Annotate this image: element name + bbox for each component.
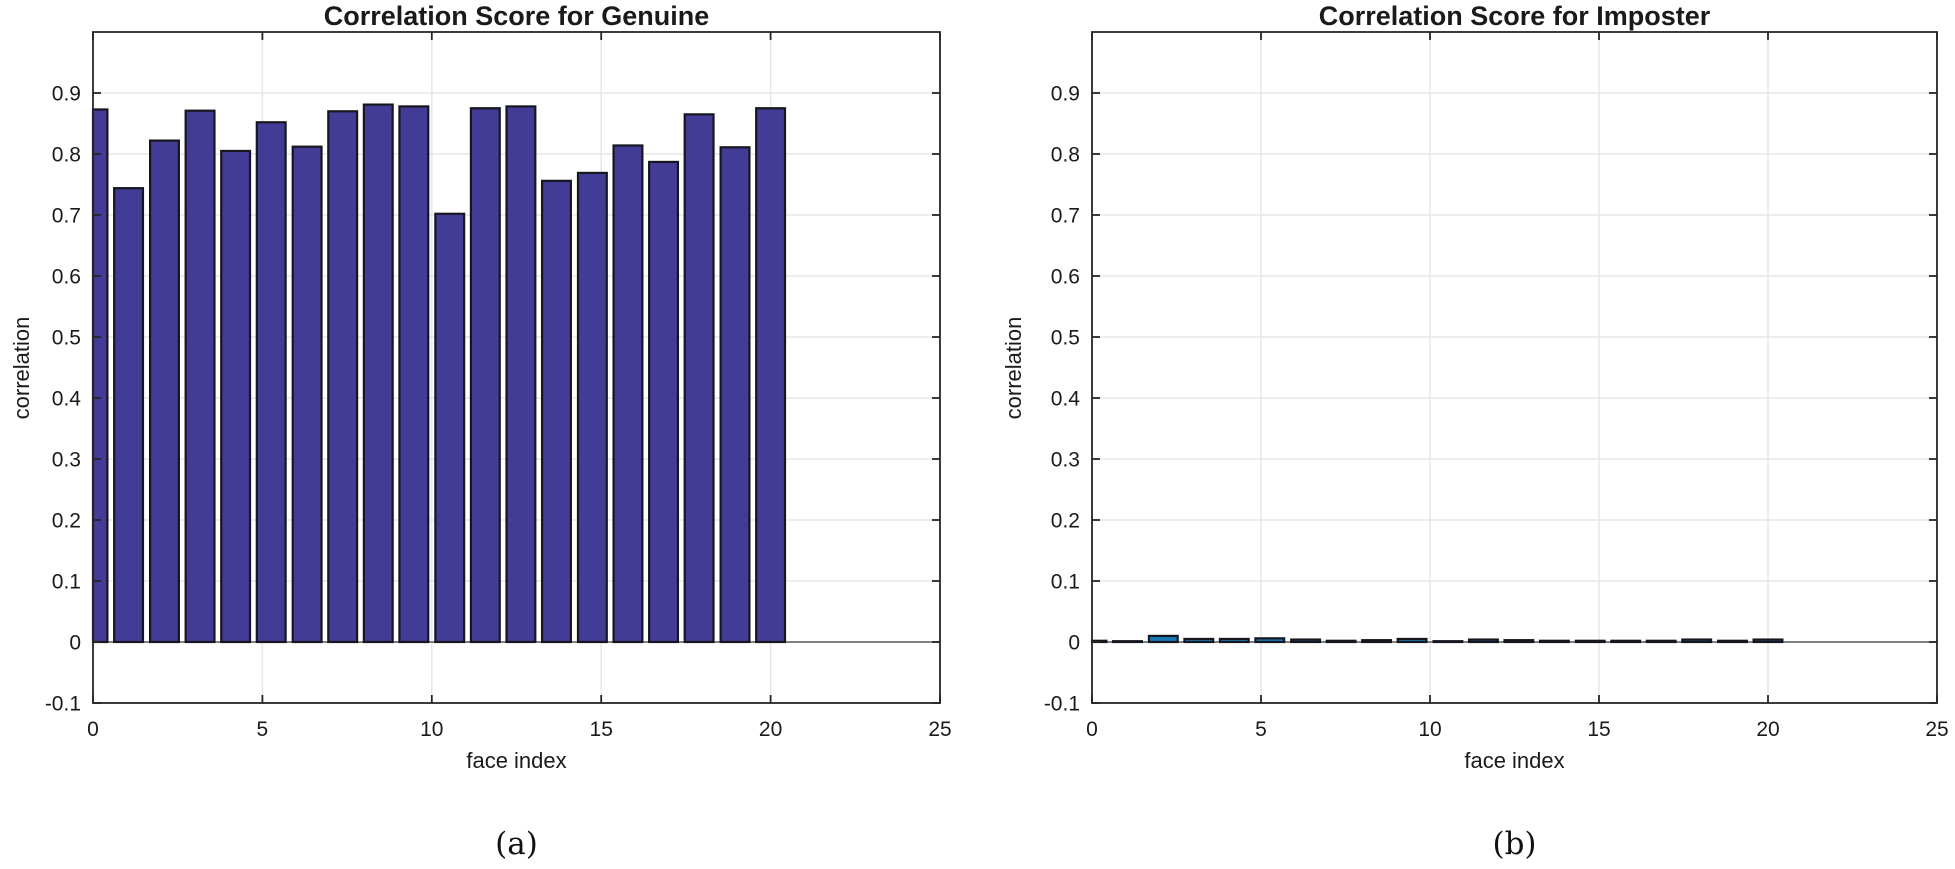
bar-face-15 (576, 171, 608, 644)
y-tick-label: 0.3 (1051, 449, 1080, 472)
bar-face-6 (255, 121, 287, 644)
y-tick-label: 0.1 (1051, 571, 1080, 594)
axes-box (1091, 31, 1938, 704)
bar-face-10 (398, 105, 430, 644)
chart-b-plot: 0 5 10 15 20 25 -0.1 0 0.1 0.2 0.3 0.4 0.5 0.6 0.7 0.8 0… (1044, 31, 1949, 742)
x-tick-label: 15 (590, 718, 613, 741)
bar-face-6 (1254, 637, 1286, 644)
y-tick-label: -0.1 (45, 693, 81, 716)
bar-face-8 (1325, 639, 1357, 644)
chart-a-ylabel: correlation (9, 316, 34, 420)
chart-b-ylabel: correlation (1001, 316, 1026, 420)
y-tick-label: 0.8 (1051, 144, 1080, 167)
y-tick-label: 0.1 (52, 571, 81, 594)
bar-face-4 (1183, 637, 1215, 644)
bar-face-11 (434, 212, 466, 644)
gridlines (1092, 32, 1937, 703)
y-tick-label: 0.9 (1051, 83, 1080, 106)
bar-face-18 (1681, 638, 1713, 644)
chart-a-title: Correlation Score for Genuine (323, 1, 710, 31)
bar-face-5 (1218, 637, 1250, 644)
bar-face-17 (648, 160, 680, 644)
y-tick-label: 0.2 (1051, 510, 1080, 533)
y-tick-label: 0.4 (52, 388, 82, 411)
bar-face-7 (291, 145, 323, 644)
bar-face-17 (1645, 639, 1677, 644)
x-tick-label: 0 (1086, 718, 1098, 741)
x-tick-label: 5 (1255, 718, 1267, 741)
bar-face-16 (1610, 639, 1642, 644)
chart-a-plot: 0 5 10 15 20 25 -0.1 0 0.1 0.2 0.3 0.4 0.5 0.6 0.7 0.8 0… (45, 31, 952, 742)
bar-face-4 (184, 109, 216, 644)
bar-face-3 (148, 139, 180, 644)
y-tick-label: 0 (69, 632, 81, 655)
axes-box (92, 31, 941, 704)
x-tick-label: 10 (420, 718, 443, 741)
tick-labels: 0 5 10 15 20 25 -0.1 0 0.1 0.2 0.3 0.4 0.5 0.6 0.7 0.8 0… (45, 83, 952, 742)
bar-face-2 (1112, 640, 1143, 644)
bar-face-11 (1432, 640, 1464, 644)
y-tick-label: 0.6 (1051, 266, 1080, 289)
subfigure-a-caption: (a) (495, 826, 538, 862)
bar-face-10 (1396, 637, 1428, 644)
bar-face-3 (1147, 634, 1179, 644)
bar-face-13 (505, 105, 537, 644)
y-tick-label: 0.9 (52, 83, 81, 106)
bar-face-8 (327, 110, 359, 644)
bar-face-19 (1717, 639, 1748, 644)
tick-labels: 0 5 10 15 20 25 -0.1 0 0.1 0.2 0.3 0.4 0.5 0.6 0.7 0.8 0… (1044, 83, 1949, 742)
y-tick-label: 0.8 (52, 144, 81, 167)
chart-b-title: Correlation Score for Imposter (1318, 1, 1711, 31)
subfigure-b-caption: (b) (1492, 826, 1537, 862)
bar-face-1 (91, 108, 109, 644)
x-tick-label: 25 (928, 718, 951, 741)
bar-face-12 (1467, 638, 1499, 644)
bar-face-18 (683, 113, 715, 644)
bar-face-7 (1290, 638, 1322, 644)
y-tick-label: -0.1 (1044, 693, 1080, 716)
y-tick-label: 0.4 (1051, 388, 1081, 411)
bar-face-14 (540, 179, 572, 644)
x-tick-label: 0 (87, 718, 99, 741)
y-tick-label: 0.7 (52, 205, 81, 228)
y-tick-label: 0.3 (52, 449, 81, 472)
bar-face-16 (612, 144, 644, 644)
tick-marks (92, 32, 941, 704)
bar-face-19 (719, 146, 751, 644)
y-tick-label: 0 (1068, 632, 1080, 655)
bar-face-15 (1574, 639, 1606, 644)
y-tick-label: 0.5 (52, 327, 81, 350)
y-tick-label: 0.5 (1051, 327, 1080, 350)
bar-face-12 (469, 107, 501, 644)
bar-face-20 (1752, 638, 1784, 644)
bar-face-9 (1361, 639, 1393, 644)
chart-b-xlabel: face index (1464, 748, 1565, 773)
y-tick-label: 0.6 (52, 266, 81, 289)
bar-face-9 (362, 103, 394, 644)
bar-face-13 (1503, 639, 1535, 644)
x-tick-label: 20 (1756, 718, 1779, 741)
bar-face-5 (220, 149, 252, 644)
chart-a-xlabel: face index (466, 748, 567, 773)
x-tick-label: 5 (257, 718, 269, 741)
x-tick-label: 20 (759, 718, 782, 741)
bar-face-14 (1538, 639, 1570, 644)
x-tick-label: 10 (1418, 718, 1441, 741)
bars (91, 103, 787, 644)
bar-face-2 (113, 187, 145, 644)
x-tick-label: 15 (1587, 718, 1610, 741)
y-tick-label: 0.7 (1051, 205, 1080, 228)
y-tick-label: 0.2 (52, 510, 81, 533)
x-tick-label: 25 (1925, 718, 1948, 741)
bar-face-20 (755, 107, 787, 644)
tick-marks (1091, 32, 1938, 704)
